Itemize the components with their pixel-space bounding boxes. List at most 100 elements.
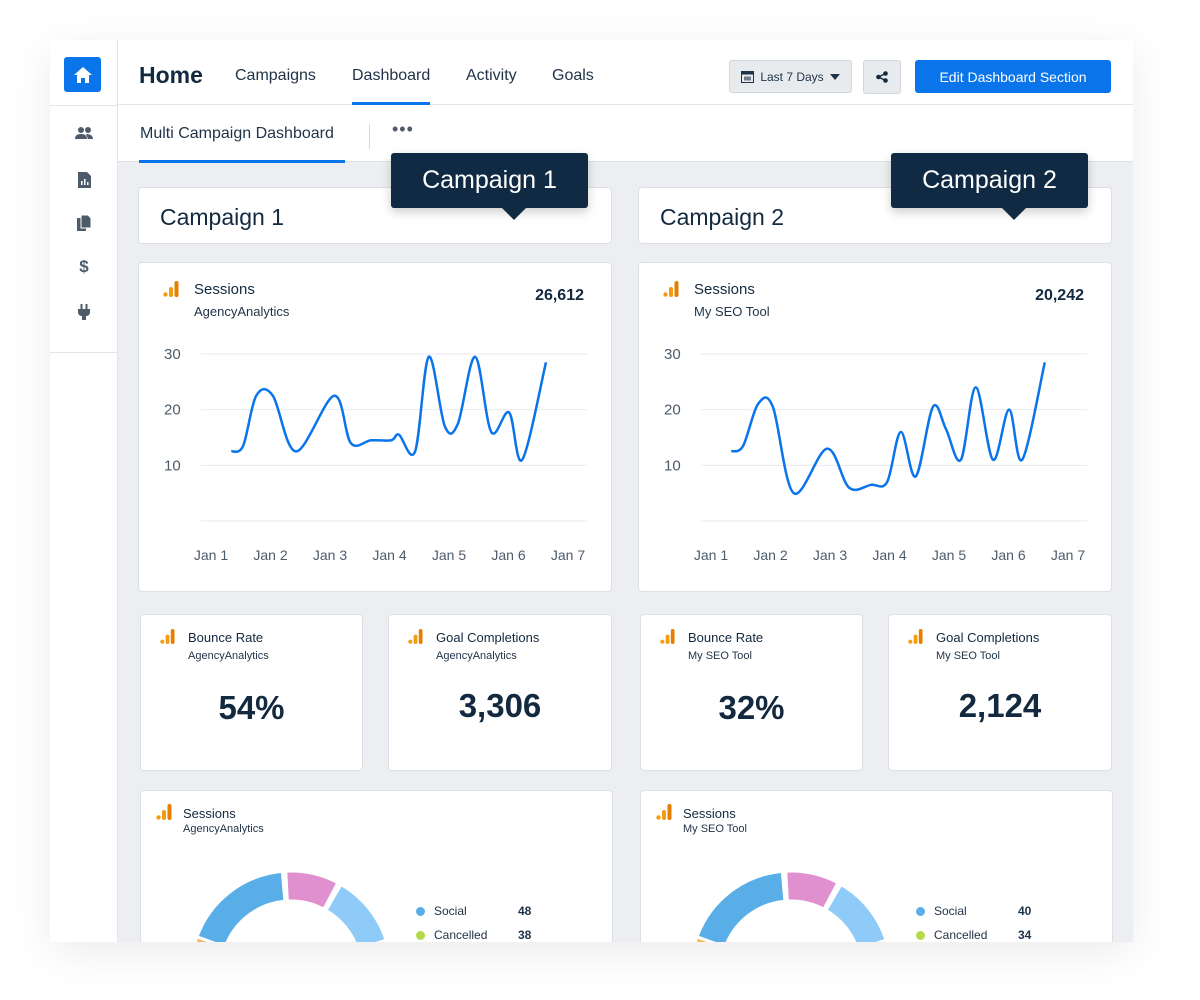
legend-label: Cancelled (934, 928, 988, 942)
x-tick-label: Jan 4 (372, 547, 406, 563)
legend-label: Cancelled (434, 928, 488, 942)
divider (50, 352, 118, 353)
donut-segment (784, 869, 840, 912)
tab-goals[interactable]: Goals (552, 67, 594, 84)
metric-source: AgencyAnalytics (194, 304, 290, 319)
metric-total: 26,612 (535, 287, 584, 304)
metric-source: My SEO Tool (683, 823, 747, 835)
users-icon (75, 127, 93, 139)
tab-multi-campaign-dashboard[interactable]: Multi Campaign Dashboard (139, 125, 345, 163)
donut-segment (823, 882, 888, 942)
sessions-line (230, 355, 548, 462)
y-tick-label: 30 (164, 346, 181, 363)
metric-source: AgencyAnalytics (183, 823, 264, 835)
sidebar: $ (50, 40, 118, 942)
legend-dot (416, 931, 425, 940)
sessions-donut-card: Sessions AgencyAnalytics Social 48 Cancel… (140, 790, 613, 942)
campaign-tooltip: Campaign 1 (391, 153, 588, 220)
metric-name: Bounce Rate (688, 630, 764, 645)
metric-source: My SEO Tool (688, 650, 752, 662)
plug-icon (78, 304, 90, 320)
sidebar-item-users[interactable] (74, 123, 94, 143)
metric-value: 2,124 (958, 687, 1042, 724)
google-analytics-icon (908, 629, 923, 644)
legend-dot (916, 931, 925, 940)
legend-label: Social (434, 904, 467, 918)
google-analytics-icon (163, 281, 179, 297)
sidebar-item-documents[interactable] (74, 213, 94, 233)
sessions-line-chart-card: Sessions AgencyAnalytics 26,612 10 20 30 Ja… (138, 262, 612, 592)
sidebar-item-integrations[interactable] (74, 302, 94, 322)
sessions-line-chart: 10 20 30 Jan 1 Jan 2 Jan 3 Jan 4 Jan 5 Jan 6 Jan … (164, 346, 587, 563)
google-analytics-icon (156, 804, 172, 820)
report-icon (77, 172, 91, 188)
x-tick-label: Jan 2 (753, 547, 787, 563)
metric-value: 3,306 (458, 687, 542, 724)
legend-dot (416, 907, 425, 916)
caret-down-icon (829, 73, 840, 80)
tab-dashboard[interactable]: Dashboard (352, 67, 431, 105)
share-button[interactable] (863, 60, 901, 94)
calendar-icon (741, 71, 755, 83)
sessions-line-chart: 10 20 30 Jan 1 Jan 2 Jan 3 Jan 4 Jan 5 Jan 6 Jan … (664, 346, 1087, 563)
metric-name: Sessions (183, 806, 236, 821)
share-icon (876, 71, 888, 83)
page-title: Home (139, 62, 203, 88)
sessions-donut-chart (193, 869, 389, 942)
donut-segment (323, 882, 388, 942)
tab-activity[interactable]: Activity (466, 67, 517, 84)
campaign-column-2: Campaign 2 Campaign 2 Sessions My SEO To… (638, 40, 1113, 942)
sidebar-item-home[interactable] (64, 57, 101, 92)
google-analytics-icon (160, 629, 175, 644)
google-analytics-icon (408, 629, 423, 644)
x-tick-label: Jan 2 (253, 547, 287, 563)
x-tick-label: Jan 3 (813, 547, 847, 563)
metric-name: Sessions (194, 281, 255, 298)
metric-source: My SEO Tool (936, 650, 1000, 662)
campaign-title: Campaign 2 (660, 204, 785, 230)
legend-label: Social (934, 904, 967, 918)
tab-campaigns[interactable]: Campaigns (235, 67, 316, 84)
divider (369, 124, 370, 149)
bounce-rate-card: Bounce Rate AgencyAnalytics 54% (140, 614, 363, 771)
date-range-dropdown[interactable]: Last 7 Days (729, 60, 852, 93)
y-tick-label: 20 (164, 402, 181, 419)
y-tick-label: 10 (164, 457, 181, 474)
home-icon (73, 66, 92, 83)
sidebar-item-billing[interactable]: $ (74, 257, 94, 277)
campaign-title-card: Campaign 2 (638, 187, 1112, 244)
sessions-line (730, 362, 1047, 495)
y-tick-label: 10 (664, 457, 681, 474)
divider (50, 105, 118, 106)
edit-dashboard-section-button[interactable]: Edit Dashboard Section (915, 60, 1111, 93)
campaign-title: Campaign 1 (160, 204, 285, 230)
x-tick-label: Jan 6 (991, 547, 1025, 563)
sub-navigation: Multi Campaign Dashboard ••• (118, 105, 1133, 163)
metric-source: AgencyAnalytics (436, 650, 517, 662)
documents-icon (77, 215, 91, 231)
google-analytics-icon (663, 281, 679, 297)
legend-value: 38 (518, 928, 532, 942)
sessions-donut-chart (693, 869, 889, 942)
goal-completions-card: Goal Completions My SEO Tool 2,124 (888, 614, 1112, 771)
more-options-button[interactable]: ••• (392, 119, 414, 139)
metric-name: Sessions (683, 806, 736, 821)
dollar-icon: $ (79, 257, 89, 276)
top-header: Home Campaigns Dashboard Activity Goals … (118, 40, 1133, 105)
sessions-line-chart-card: Sessions My SEO Tool 20,242 10 20 30 Jan 1 J… (638, 262, 1112, 592)
x-tick-label: Jan 5 (432, 547, 466, 563)
sidebar-item-reports[interactable] (74, 170, 94, 190)
campaign-tooltip: Campaign 2 (891, 153, 1088, 220)
tooltip-text: Campaign 2 (922, 166, 1057, 194)
metric-name: Goal Completions (436, 630, 540, 645)
date-range-label: Last 7 Days (760, 69, 824, 84)
x-tick-label: Jan 1 (194, 547, 228, 563)
donut-segment (695, 869, 787, 942)
metric-value: 54% (218, 689, 285, 726)
y-tick-label: 20 (664, 402, 681, 419)
donut-segment (284, 869, 340, 912)
bounce-rate-card: Bounce Rate My SEO Tool 32% (640, 614, 863, 771)
x-tick-label: Jan 7 (551, 547, 585, 563)
metric-source: AgencyAnalytics (188, 650, 269, 662)
google-analytics-icon (660, 629, 675, 644)
